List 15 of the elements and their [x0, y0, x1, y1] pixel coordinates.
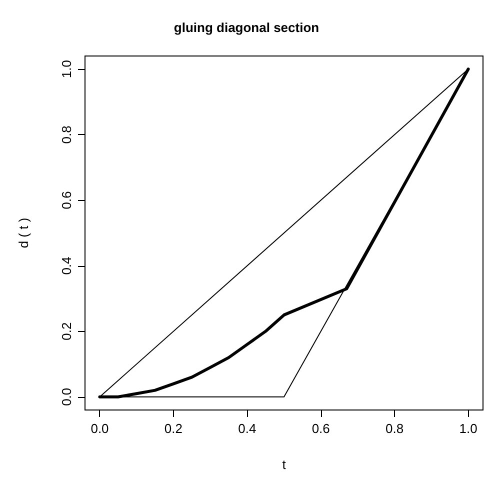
- x-axis-title: t: [282, 457, 286, 472]
- y-tick-label: 0.0: [59, 388, 74, 406]
- y-tick-label: 0.8: [59, 126, 74, 144]
- x-tick-label: 0.2: [164, 421, 182, 436]
- x-tick-label: 0.8: [386, 421, 404, 436]
- x-tick-label: 0.0: [90, 421, 109, 436]
- y-tick-label: 1.0: [59, 60, 74, 78]
- x-tick-label: 1.0: [459, 421, 478, 436]
- chart-title: gluing diagonal section: [174, 20, 320, 35]
- x-tick-label: 0.6: [312, 421, 330, 436]
- y-tick-label: 0.4: [59, 256, 74, 275]
- y-axis-title: d ( t ): [16, 218, 31, 248]
- y-tick-label: 0.6: [59, 191, 74, 210]
- x-tick-label: 0.4: [238, 421, 256, 436]
- y-tick-label: 0.2: [59, 322, 74, 340]
